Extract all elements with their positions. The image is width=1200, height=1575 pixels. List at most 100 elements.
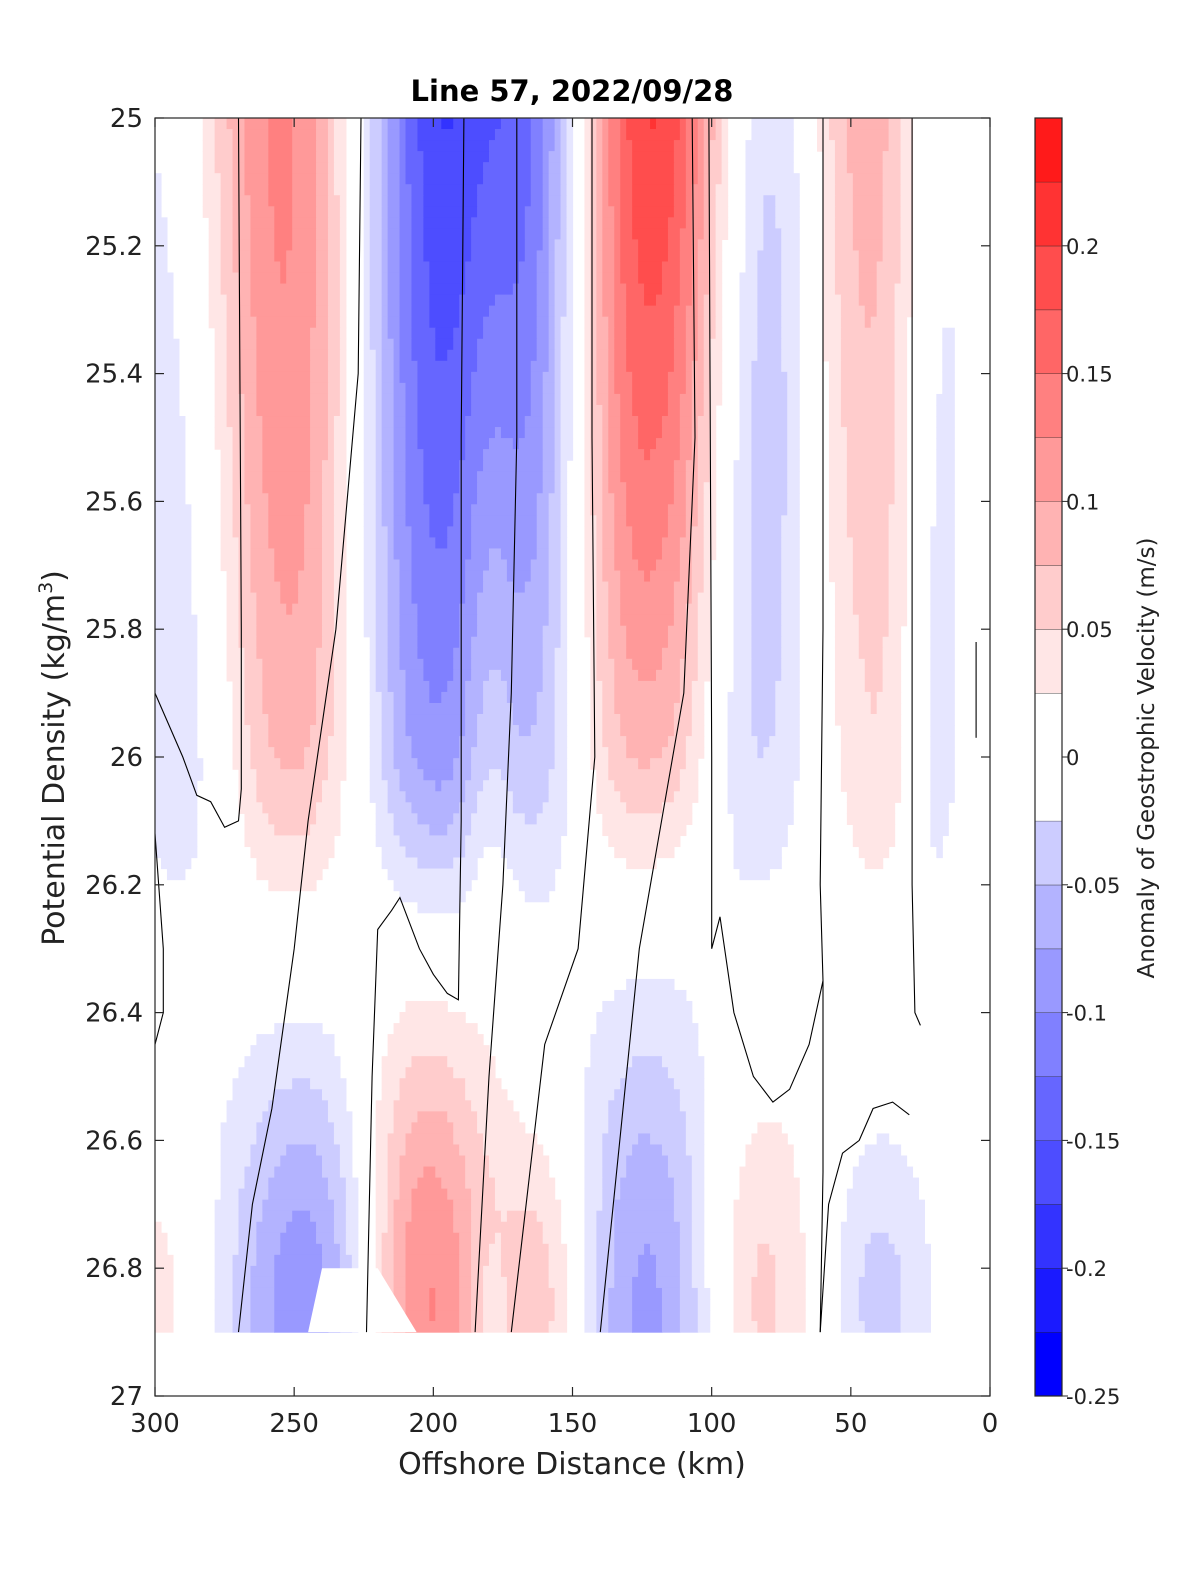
field-cell: [477, 1111, 520, 1123]
field-cell: [870, 1232, 890, 1245]
field-cell: [614, 1254, 639, 1267]
field-cell: [828, 382, 842, 395]
field-cell: [471, 526, 538, 539]
field-cell: [876, 272, 902, 285]
field-cell: [375, 515, 383, 527]
field-cell: [709, 162, 723, 174]
field-cell: [435, 1310, 460, 1322]
field-cell: [834, 184, 854, 196]
field-cell: [930, 835, 943, 848]
field-cell: [667, 371, 687, 384]
field-cell: [602, 427, 609, 439]
field-cell: [155, 614, 198, 627]
field-cell: [560, 537, 568, 550]
field-cell: [435, 1298, 460, 1311]
field-cell: [292, 162, 317, 174]
field-cell: [369, 702, 383, 715]
field-cell: [441, 118, 454, 130]
field-cell: [214, 404, 228, 417]
field-cell: [208, 283, 222, 296]
field-cell: [489, 548, 502, 561]
field-cell: [691, 691, 705, 704]
field-cell: [685, 647, 699, 660]
field-cell: [369, 228, 383, 241]
field-cell: [560, 614, 568, 627]
field-cell: [691, 559, 705, 572]
field-cell: [536, 493, 550, 505]
field-cell: [632, 162, 675, 174]
field-cell: [333, 592, 347, 605]
field-cell: [745, 250, 758, 263]
field-cell: [584, 1144, 603, 1157]
field-cell: [375, 559, 389, 572]
field-cell: [739, 327, 758, 340]
field-cell: [369, 725, 383, 737]
field-cell: [202, 162, 216, 174]
field-cell: [828, 471, 848, 483]
field-cell: [494, 1232, 502, 1245]
field-cell: [632, 217, 669, 229]
field-cell: [673, 151, 687, 163]
field-cell: [828, 438, 848, 450]
field-cell: [560, 327, 574, 340]
field-cell: [542, 669, 556, 682]
field-cell: [739, 283, 758, 296]
field-cell: [894, 316, 908, 329]
field-cell: [512, 581, 526, 594]
field-cell: [447, 1111, 478, 1123]
field-cell: [602, 294, 615, 307]
field-cell: [691, 581, 705, 594]
field-cell: [709, 371, 723, 384]
field-cell: [310, 482, 323, 494]
field-cell: [888, 548, 908, 561]
field-cell: [250, 747, 275, 759]
field-cell: [417, 636, 460, 649]
field-cell: [459, 614, 478, 627]
field-cell: [656, 559, 681, 572]
field-cell: [703, 338, 711, 351]
field-cell: [733, 636, 753, 649]
field-cell: [327, 382, 341, 395]
field-cell: [715, 206, 729, 218]
field-cell: [751, 548, 782, 561]
field-cell: [548, 272, 556, 285]
field-cell: [268, 537, 305, 550]
field-cell: [483, 1144, 544, 1157]
field-cell: [483, 162, 532, 174]
field-cell: [823, 327, 842, 340]
field-cell: [327, 184, 335, 196]
field-cell: [584, 283, 591, 296]
field-cell: [274, 217, 293, 229]
field-cell: [858, 250, 884, 263]
field-cell: [423, 669, 454, 682]
colorbar-tick-label: 0.15: [1066, 363, 1113, 387]
field-cell: [220, 283, 240, 296]
field-cell: [220, 1166, 246, 1179]
field-cell: [399, 1188, 413, 1201]
field-cell: [703, 559, 711, 572]
field-cell: [858, 283, 878, 296]
field-cell: [596, 338, 609, 351]
field-cell: [888, 504, 908, 516]
field-cell: [840, 1287, 860, 1300]
field-cell: [554, 261, 568, 274]
field-cell: [751, 1287, 776, 1300]
field-cell: [268, 1177, 329, 1190]
field-cell: [274, 570, 299, 583]
field-cell: [542, 217, 550, 229]
field-cell: [590, 195, 597, 207]
field-cell: [566, 250, 574, 263]
field-cell: [542, 471, 556, 483]
field-cell: [894, 338, 908, 351]
field-cell: [679, 1310, 699, 1322]
field-cell: [673, 614, 687, 627]
field-cell: [220, 449, 234, 461]
field-cell: [620, 140, 633, 152]
field-cell: [882, 239, 902, 252]
field-cell: [250, 725, 269, 737]
field-cell: [614, 526, 633, 539]
field-cell: [930, 625, 955, 638]
field-cell: [423, 173, 484, 185]
field-cell: [590, 129, 597, 141]
field-cell: [888, 515, 908, 527]
